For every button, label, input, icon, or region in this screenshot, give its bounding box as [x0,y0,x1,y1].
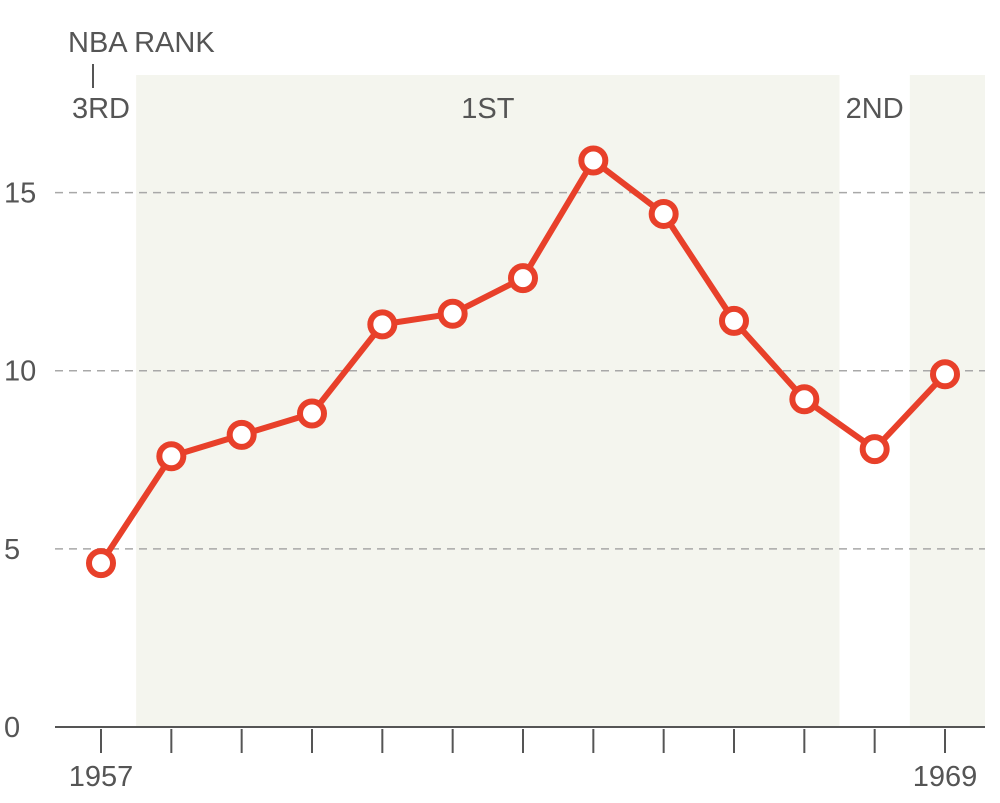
gridlines [55,191,985,550]
data-point [437,298,468,329]
data-point [156,441,187,472]
data-point [859,434,890,465]
data-point [297,398,327,429]
y-tick-label: 10 [4,356,36,388]
x-tick-label: 1957 [69,761,134,793]
rank-band-label: 1ST [461,93,514,125]
x-tick-label: 1969 [913,761,978,793]
data-point [86,548,116,579]
data-point [367,309,398,340]
data-point [719,305,749,336]
chart-title: NBA RANK [68,27,215,59]
data-point [789,384,820,415]
x-axis-labels: 1957 1969 [69,761,978,793]
rank-band [136,75,840,727]
rank-band-labels: 3RD 1ST 2ND [72,93,904,125]
y-tick-label: 15 [4,178,36,210]
data-point [648,198,679,229]
x-axis-ticks [100,729,946,753]
series-group [86,145,960,579]
data-point [578,145,609,176]
rank-band-label: 3RD [72,93,130,125]
y-axis-ticks: 0 5 10 15 [4,178,36,744]
y-tick-label: 0 [4,712,20,744]
data-point [508,263,538,294]
rank-bands [136,75,985,727]
y-tick-label: 5 [4,534,20,566]
rank-band-label: 2ND [846,93,904,125]
data-point [226,419,257,450]
data-point [930,359,960,390]
